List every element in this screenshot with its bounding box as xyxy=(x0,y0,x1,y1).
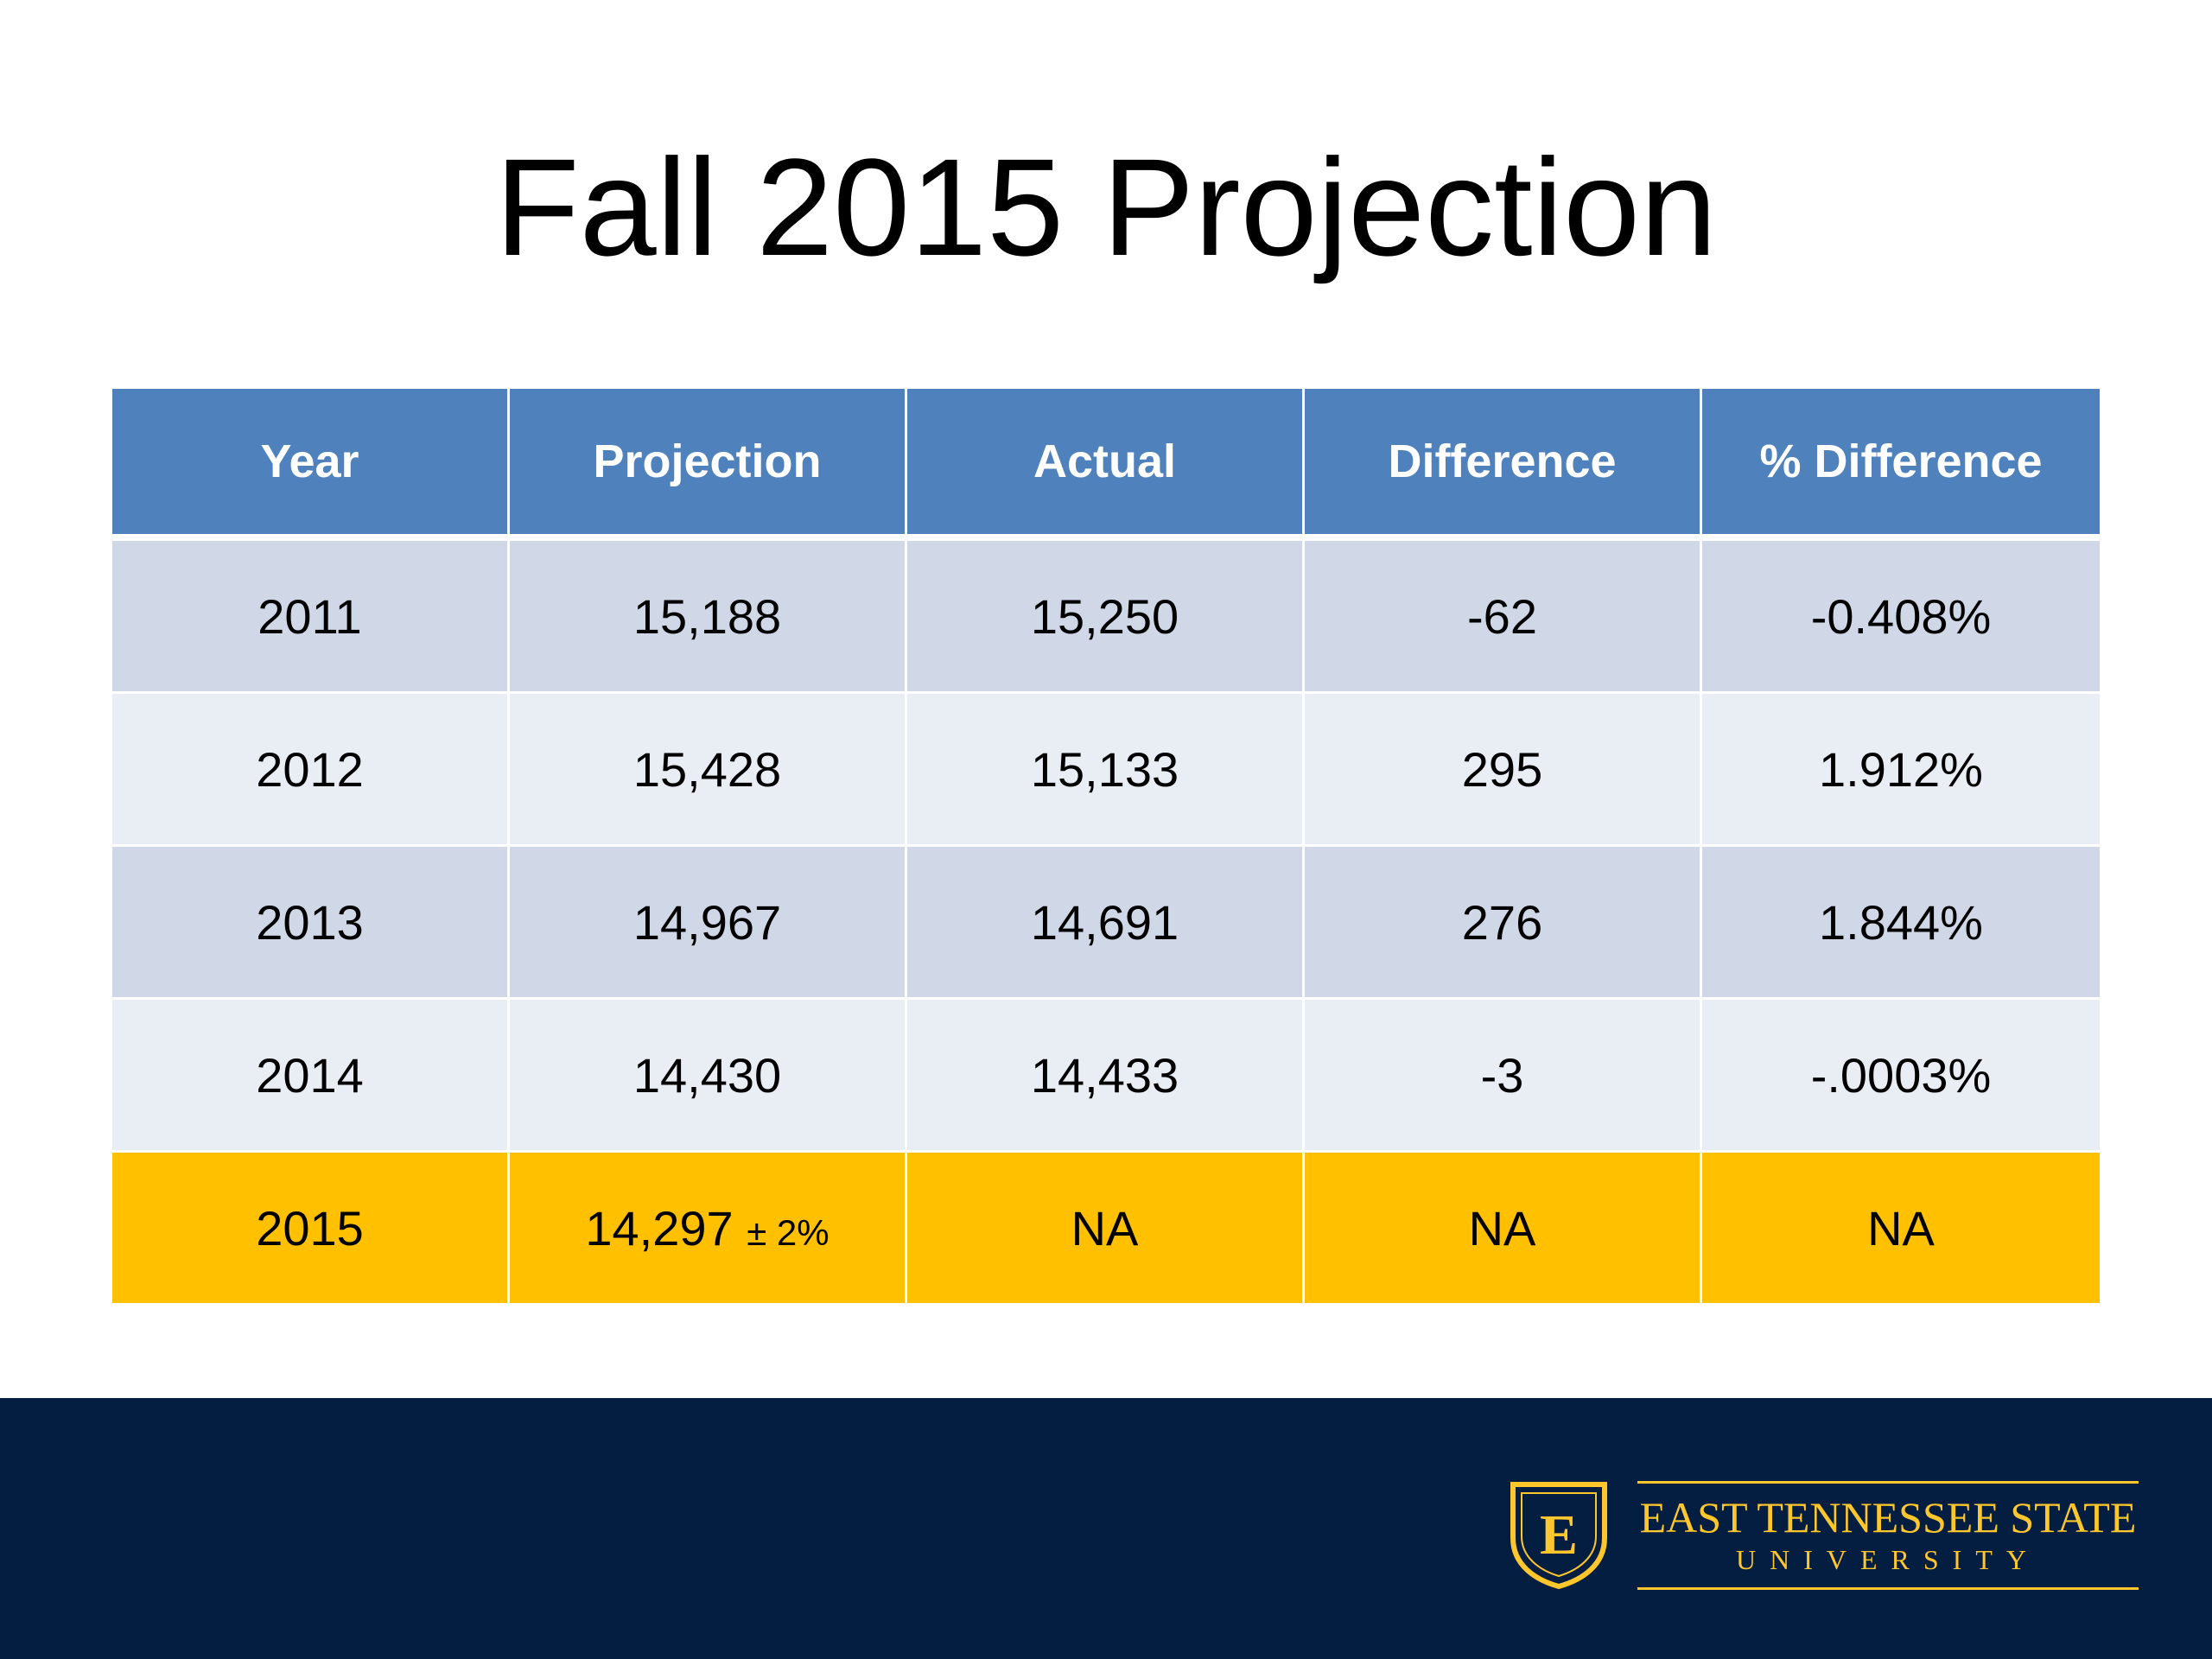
header-pct-difference: % Difference xyxy=(1702,389,2100,541)
cell-actual: 14,433 xyxy=(907,1000,1305,1153)
table-row: 2012 15,428 15,133 295 1.912% xyxy=(112,694,2100,847)
university-wordmark: EAST TENNESSEE STATE UNIVERSITY xyxy=(1637,1481,2139,1590)
cell-pct-difference: NA xyxy=(1702,1153,2100,1306)
university-logo: E EAST TENNESSEE STATE UNIVERSITY xyxy=(1508,1478,2139,1590)
cell-projection: 15,188 xyxy=(510,541,907,694)
cell-difference: -62 xyxy=(1305,541,1702,694)
table-row: 2014 14,430 14,433 -3 -.0003% xyxy=(112,1000,2100,1153)
cell-pct-difference: -.0003% xyxy=(1702,1000,2100,1153)
cell-year: 2015 xyxy=(112,1153,510,1306)
wordmark-line1: EAST TENNESSEE STATE xyxy=(1639,1493,2137,1541)
cell-year: 2013 xyxy=(112,847,510,1000)
shield-icon: E xyxy=(1510,1482,1607,1590)
cell-actual: 15,133 xyxy=(907,694,1305,847)
header-year: Year xyxy=(112,389,510,541)
cell-pct-difference: 1.912% xyxy=(1702,694,2100,847)
cell-projection: 15,428 xyxy=(510,694,907,847)
table-row: 2013 14,967 14,691 276 1.844% xyxy=(112,847,2100,1000)
cell-year: 2011 xyxy=(112,541,510,694)
cell-difference: 295 xyxy=(1305,694,1702,847)
projection-value: 14,297 xyxy=(585,1200,734,1255)
table-row-highlight: 2015 14,297 ± 2% NA NA NA xyxy=(112,1153,2100,1306)
cell-year: 2014 xyxy=(112,1000,510,1153)
cell-difference: 276 xyxy=(1305,847,1702,1000)
cell-actual: NA xyxy=(907,1153,1305,1306)
header-actual: Actual xyxy=(907,389,1305,541)
header-projection: Projection xyxy=(510,389,907,541)
shield-letter: E xyxy=(1540,1503,1578,1567)
cell-actual: 15,250 xyxy=(907,541,1305,694)
table-row: 2011 15,188 15,250 -62 -0.408% xyxy=(112,541,2100,694)
table-header-row: Year Projection Actual Difference % Diff… xyxy=(112,389,2100,541)
cell-projection: 14,297 ± 2% xyxy=(510,1153,907,1306)
cell-year: 2012 xyxy=(112,694,510,847)
slide-title: Fall 2015 Projection xyxy=(494,130,1718,284)
wordmark-line2: UNIVERSITY xyxy=(1736,1544,2040,1575)
cell-difference: -3 xyxy=(1305,1000,1702,1153)
cell-difference: NA xyxy=(1305,1153,1702,1306)
projection-tolerance: ± 2% xyxy=(747,1211,830,1253)
cell-pct-difference: 1.844% xyxy=(1702,847,2100,1000)
cell-actual: 14,691 xyxy=(907,847,1305,1000)
footer-band xyxy=(0,1398,2212,1659)
cell-projection: 14,967 xyxy=(510,847,907,1000)
cell-pct-difference: -0.408% xyxy=(1702,541,2100,694)
cell-projection: 14,430 xyxy=(510,1000,907,1153)
header-difference: Difference xyxy=(1305,389,1702,541)
projection-table: Year Projection Actual Difference % Diff… xyxy=(112,389,2100,1306)
